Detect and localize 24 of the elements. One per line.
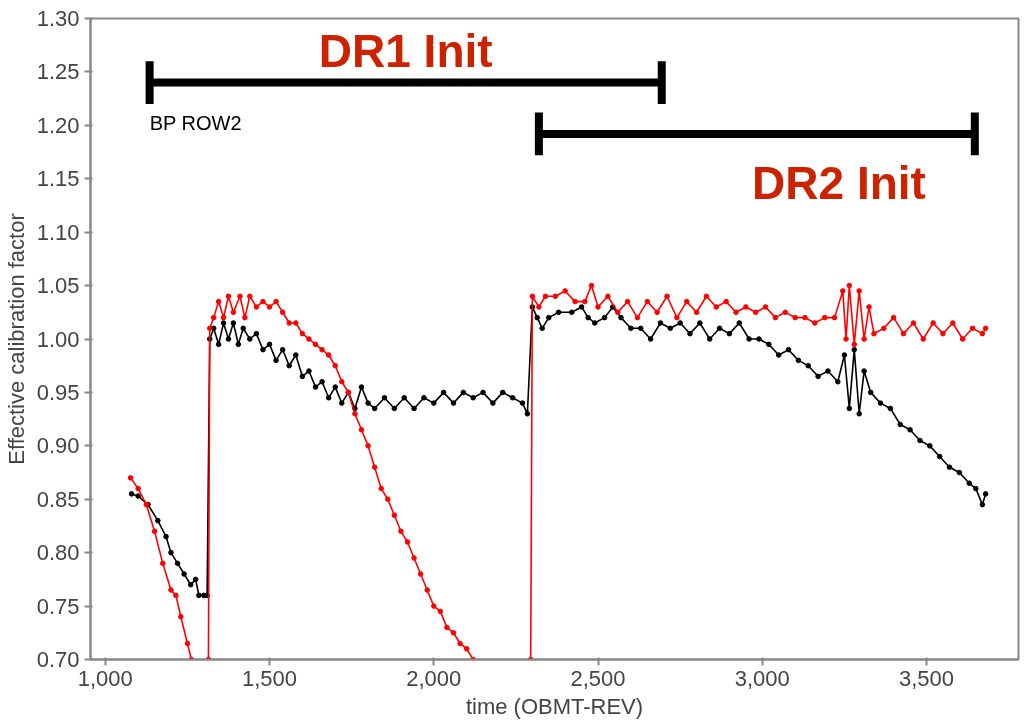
x-tick-label: 3,500 xyxy=(898,665,955,691)
y-tick-label: 0.80 xyxy=(36,540,80,566)
x-tick-label: 1,500 xyxy=(242,665,298,691)
x-tick-label: 3,000 xyxy=(734,665,790,691)
y-tick-label: 1.00 xyxy=(36,326,80,352)
y-tick-label: 1.30 xyxy=(36,6,80,31)
x-tick-label: 2,000 xyxy=(406,665,462,691)
y-tick-label: 0.75 xyxy=(36,593,80,619)
x-axis-title: time (OBMT-REV) xyxy=(465,693,644,719)
y-tick-label: 1.15 xyxy=(36,166,80,192)
annotation: DR1 Init xyxy=(318,24,493,77)
y-tick-label: 1.20 xyxy=(36,112,80,138)
x-tick-label: 2,500 xyxy=(570,665,626,691)
annotation: BP ROW2 xyxy=(149,111,242,134)
y-tick-label: 0.90 xyxy=(36,433,80,459)
x-tick-label: 1,000 xyxy=(77,665,133,691)
y-tick-label: 0.95 xyxy=(36,379,80,405)
y-tick-label: 0.85 xyxy=(36,486,80,512)
annotation: DR2 Init xyxy=(752,157,926,210)
y-tick-label: 1.25 xyxy=(36,59,80,85)
y-tick-label: 1.05 xyxy=(36,273,80,299)
y-axis-title: Effective calibration factor xyxy=(3,213,29,465)
y-tick-label: 1.10 xyxy=(36,219,80,245)
y-tick-label: 0.70 xyxy=(36,647,80,672)
